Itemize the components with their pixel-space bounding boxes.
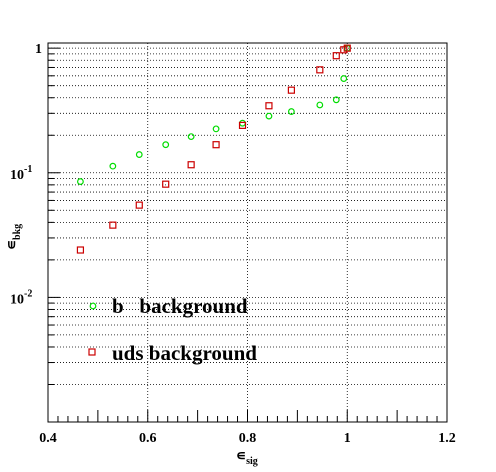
data-point-square	[266, 103, 272, 109]
y-tick-label-exponent: -1	[24, 164, 32, 175]
x-axis-label-symbol: ∊	[236, 449, 246, 464]
data-point-circle	[266, 113, 272, 119]
series-uds-background	[77, 45, 350, 253]
data-point-square	[136, 202, 142, 208]
x-tick-label: 0.8	[239, 431, 257, 446]
data-point-circle	[110, 163, 116, 169]
data-point-square	[77, 247, 83, 253]
y-tick-label: 10-1	[10, 164, 32, 183]
data-point-circle	[213, 126, 219, 132]
grid-lines	[48, 43, 447, 422]
series-b-background	[78, 45, 350, 184]
y-tick-label-base: 10	[10, 168, 24, 183]
x-axis-label: ∊sig	[236, 449, 258, 467]
data-point-square	[288, 87, 294, 93]
legend-marker-uds	[89, 349, 95, 355]
data-point-circle	[78, 179, 84, 185]
x-tick-label: 1	[344, 431, 351, 446]
y-axis-label-subscript: bkg	[12, 224, 23, 240]
x-tick-label: 0.6	[139, 431, 157, 446]
data-point-circle	[136, 152, 142, 158]
data-point-circle	[341, 76, 347, 82]
legend-label-uds: uds background	[112, 341, 257, 365]
y-tick-label-base: 10	[10, 292, 24, 307]
data-point-circle	[163, 142, 169, 148]
data-point-square	[213, 142, 219, 148]
x-tick-label: 0.4	[39, 431, 57, 446]
data-point-circle	[317, 102, 323, 108]
data-point-circle	[188, 134, 194, 140]
y-tick-label: 1	[35, 42, 42, 57]
legend-marker-b	[90, 303, 96, 309]
x-tick-labels: 0.4 0.6 0.8 1 1.2	[39, 431, 456, 446]
y-axis-label: ∊bkg	[5, 224, 23, 250]
y-tick-labels: 110-110-2	[10, 42, 42, 307]
y-axis-label-symbol: ∊	[5, 240, 20, 250]
legend-label-b: b background	[112, 294, 248, 318]
x-axis-label-subscript: sig	[246, 456, 258, 467]
data-point-square	[163, 181, 169, 187]
y-tick-label: 10-2	[10, 288, 32, 307]
legend: b background uds background	[89, 294, 257, 365]
x-tick-label: 1.2	[438, 431, 456, 446]
y-tick-label-exponent: -2	[24, 288, 32, 299]
data-point-square	[188, 162, 194, 168]
data-point-circle	[240, 120, 246, 126]
data-point-square	[110, 222, 116, 228]
